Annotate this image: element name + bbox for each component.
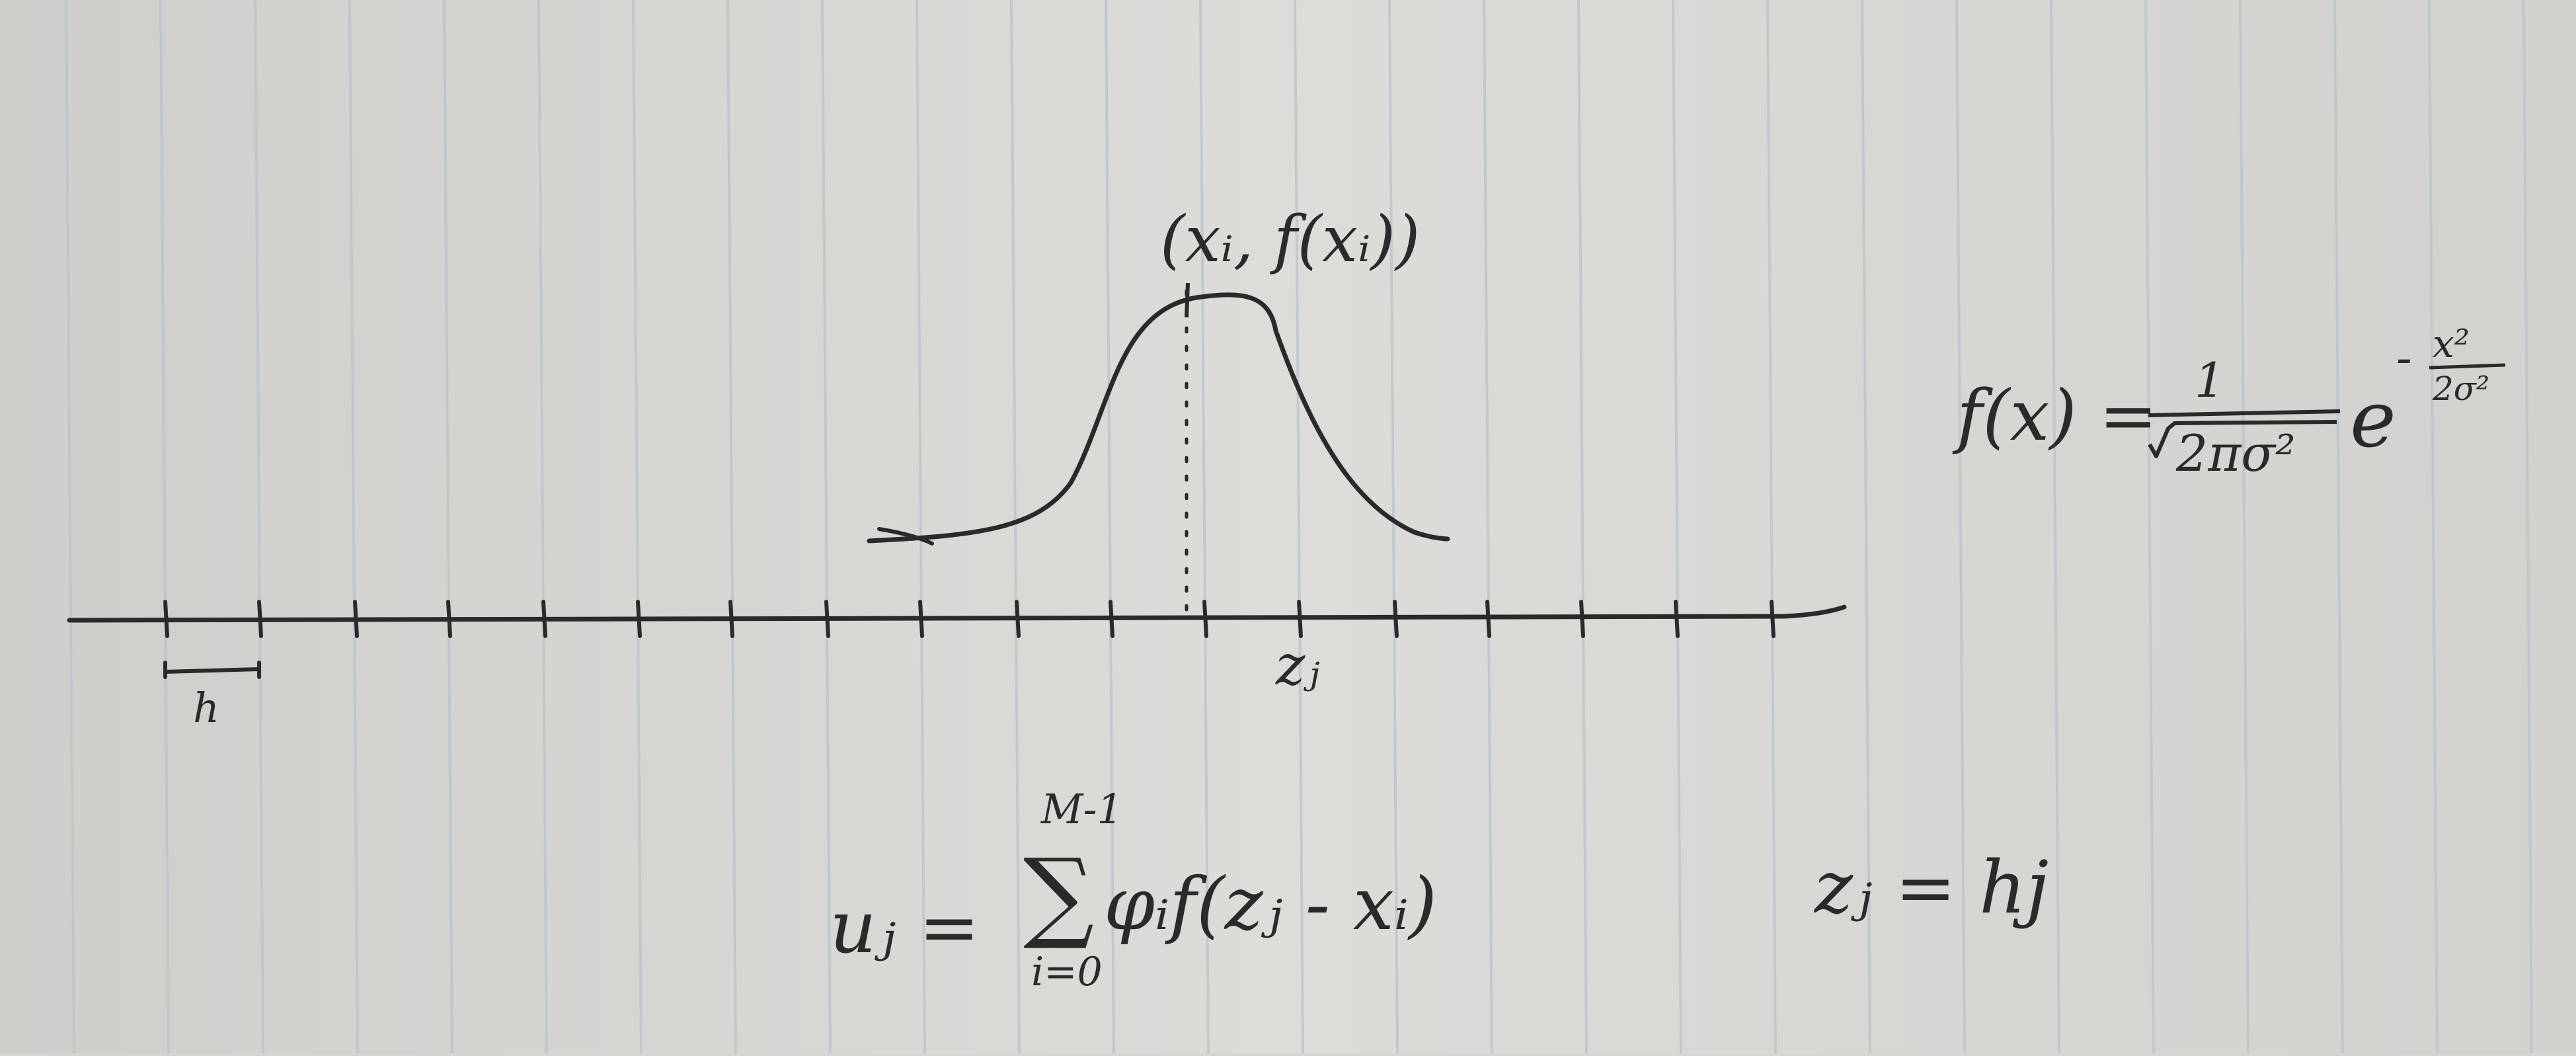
ruled-line xyxy=(726,0,737,1054)
axis-tick xyxy=(1674,600,1680,638)
ruled-line xyxy=(1010,0,1021,1054)
ruled-line xyxy=(2333,0,2344,1054)
axis-tick xyxy=(636,600,642,638)
grid-formula: zⱼ = hj xyxy=(1813,845,2049,930)
exponent-numerator: x² xyxy=(2433,321,2470,366)
ruled-line xyxy=(1861,0,1871,1054)
exponent-denominator: 2σ² xyxy=(2432,370,2489,408)
exponent-bar xyxy=(2429,363,2506,370)
ruled-lines xyxy=(65,0,2533,1054)
spacing-bracket xyxy=(163,661,261,679)
ruled-line xyxy=(821,0,832,1054)
gaussian-curve xyxy=(867,292,1450,544)
gaussian-formula: f(x) = 1 2πσ² e - x² 2σ² xyxy=(1952,321,2506,483)
ruled-line xyxy=(2144,0,2155,1054)
ruled-line xyxy=(1388,0,1399,1054)
sum-formula: uⱼ = M-1 ∑ i=0 φᵢf(zⱼ - xᵢ) xyxy=(830,785,1437,995)
ruled-line xyxy=(1199,0,1210,1054)
ruled-line xyxy=(65,0,75,1054)
gaussian-lhs: f(x) = xyxy=(1952,375,2158,456)
ruled-line xyxy=(2050,0,2060,1054)
sum-upper-limit: M-1 xyxy=(1040,785,1123,833)
axis-tick xyxy=(1015,600,1021,638)
ruled-line xyxy=(1577,0,1588,1054)
axis-tick xyxy=(1485,600,1491,638)
gaussian-base: e xyxy=(2350,374,2396,465)
ruled-line xyxy=(254,0,264,1054)
number-line xyxy=(67,604,1847,623)
axis-tick xyxy=(541,600,547,638)
peak-tick xyxy=(1185,282,1190,318)
ruled-line xyxy=(1672,0,1682,1054)
sum-sigma: ∑ xyxy=(1023,838,1094,953)
ruled-line xyxy=(916,0,926,1054)
axis-tick xyxy=(1579,600,1585,638)
ruled-line xyxy=(443,0,453,1054)
sqrt-sign xyxy=(2148,420,2337,458)
ruled-line xyxy=(1483,0,1493,1054)
sum-body: φᵢf(zⱼ - xᵢ) xyxy=(1104,862,1437,946)
ruled-line xyxy=(537,0,548,1054)
axis-tick xyxy=(353,600,359,638)
ruled-line xyxy=(159,0,170,1054)
axis-tick xyxy=(446,600,452,638)
axis-tick xyxy=(1393,600,1399,638)
axis-tick xyxy=(918,600,924,638)
peak-point-label: (xᵢ, f(xᵢ)) xyxy=(1160,202,1420,276)
spacing-label: h xyxy=(193,684,219,732)
ruled-line xyxy=(348,0,359,1054)
number-line-ticks xyxy=(163,600,1776,638)
curve-tail-stroke xyxy=(877,527,934,546)
sum-lhs: uⱼ = xyxy=(830,885,980,969)
ruled-line xyxy=(1105,0,1115,1054)
ruled-line xyxy=(1955,0,1966,1054)
axis-tick xyxy=(728,600,734,638)
gaussian-numerator: 1 xyxy=(2195,352,2225,408)
axis-tick xyxy=(1109,600,1114,638)
axis-tick xyxy=(257,600,263,638)
gaussian-denominator: 2πσ² xyxy=(2175,424,2296,483)
fraction-bar xyxy=(2148,409,2341,417)
ruled-line xyxy=(632,0,643,1054)
axis-tick xyxy=(1770,600,1776,638)
ruled-line xyxy=(2239,0,2249,1054)
axis-tick xyxy=(163,600,169,638)
ruled-line xyxy=(1294,0,1304,1054)
ruled-line xyxy=(2428,0,2439,1054)
axis-tick xyxy=(1297,600,1303,638)
sum-lower-limit: i=0 xyxy=(1031,949,1103,995)
ruled-line xyxy=(1766,0,1777,1054)
ruled-line xyxy=(2522,0,2533,1054)
axis-tick xyxy=(824,600,830,638)
grid-point-label: zⱼ xyxy=(1275,633,1319,698)
exponent-sign: - xyxy=(2396,331,2412,385)
axis-tick xyxy=(1202,600,1208,638)
